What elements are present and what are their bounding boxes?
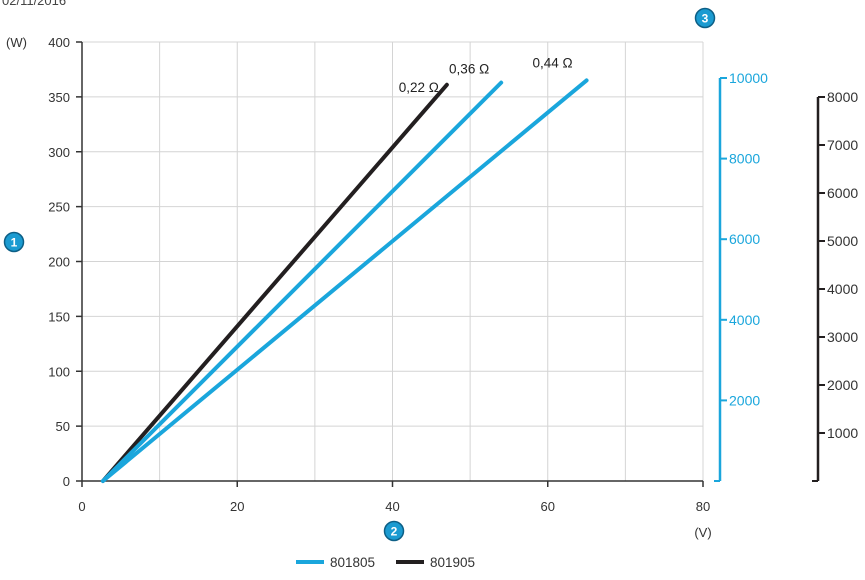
x-tick-label: 60 <box>541 499 555 514</box>
secondary-tick-label: 10000 <box>729 70 768 86</box>
y-axis-unit: (W) <box>6 35 27 50</box>
series-label: 0,36 Ω <box>449 62 489 77</box>
y-tick-label: 300 <box>48 145 70 160</box>
series-label: 0,22 Ω <box>399 80 439 95</box>
series-label: 0,44 Ω <box>532 55 572 70</box>
y-tick-label: 0 <box>63 474 70 489</box>
x-tick-label: 20 <box>230 499 244 514</box>
secondary-tick-label: 5000 <box>827 233 858 249</box>
x-axis-unit: (V) <box>694 525 711 540</box>
y-tick-label: 200 <box>48 255 70 270</box>
secondary-tick-label: 3000 <box>827 329 858 345</box>
x-tick-label: 0 <box>78 499 85 514</box>
y-tick-label: 400 <box>48 35 70 50</box>
secondary-tick-label: 8000 <box>729 151 760 167</box>
y-tick-label: 100 <box>48 364 70 379</box>
secondary-tick-label: 1000 <box>827 425 858 441</box>
secondary-tick-label: 6000 <box>827 185 858 201</box>
header-fragment: 02/11/2016 <box>2 0 66 8</box>
secondary-tick-label: 2000 <box>729 392 760 408</box>
y-tick-label: 350 <box>48 90 70 105</box>
secondary-tick-label: 6000 <box>729 231 760 247</box>
secondary-tick-label: 7000 <box>827 137 858 153</box>
y-tick-label: 150 <box>48 309 70 324</box>
series-line <box>100 78 589 483</box>
callout-marker-circle <box>3 231 25 253</box>
callout-marker-circle <box>383 520 405 542</box>
y-tick-label: 250 <box>48 200 70 215</box>
callout-marker-circle <box>694 7 716 29</box>
callout-marker-number: 3 <box>702 12 709 26</box>
secondary-tick-label: 2000 <box>827 377 858 393</box>
legend-label: 801905 <box>430 555 475 570</box>
secondary-tick-label: 4000 <box>827 281 858 297</box>
callout-marker-number: 2 <box>391 525 398 539</box>
secondary-tick-label: 4000 <box>729 312 760 328</box>
callout-marker-number: 1 <box>11 236 18 250</box>
series-line <box>100 82 449 483</box>
x-tick-label: 40 <box>385 499 399 514</box>
y-tick-label: 50 <box>56 419 70 434</box>
secondary-tick-label: 8000 <box>827 89 858 105</box>
x-tick-label: 80 <box>696 499 710 514</box>
series-line <box>100 80 504 483</box>
legend-label: 801805 <box>330 555 375 570</box>
